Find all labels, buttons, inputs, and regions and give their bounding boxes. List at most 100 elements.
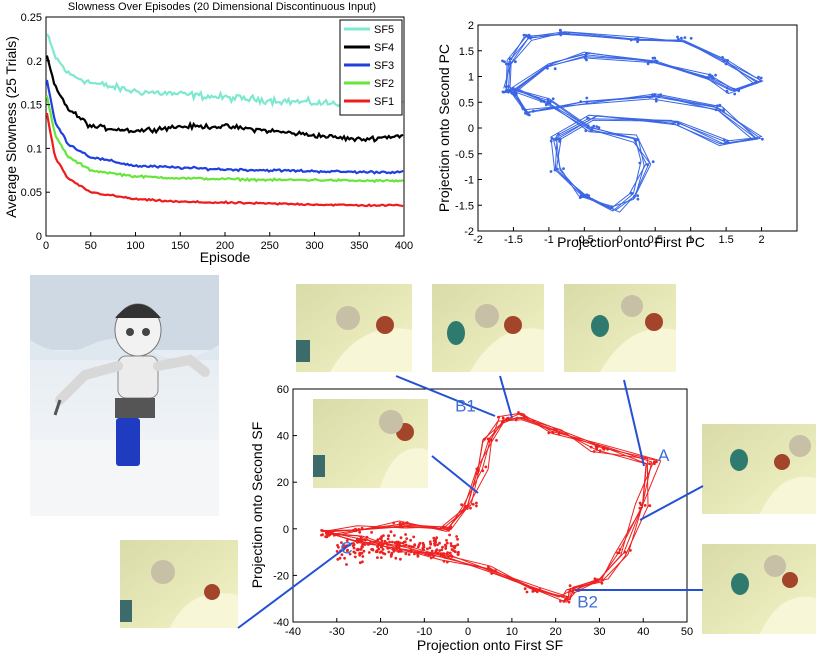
pc-point	[567, 32, 571, 35]
sf-point	[447, 555, 450, 558]
pc-point	[558, 28, 562, 32]
sf-point	[413, 543, 417, 546]
sf-point	[426, 547, 429, 551]
pc-point	[507, 85, 510, 88]
sf-point	[399, 536, 403, 540]
pc-point	[585, 96, 589, 100]
sf-point	[438, 541, 441, 545]
sf-point	[337, 545, 340, 549]
x-tick-label: 100	[126, 240, 144, 252]
sf-point	[443, 556, 447, 559]
connector	[639, 485, 704, 521]
sf-point	[436, 543, 439, 547]
thumbnail-connectors	[237, 375, 704, 629]
sf-point	[362, 549, 366, 553]
pc-point	[651, 160, 655, 164]
sf-point	[343, 556, 346, 560]
cup	[731, 573, 749, 595]
y-tick-label: 0	[468, 123, 474, 135]
pc-point	[759, 76, 763, 80]
sf-point	[519, 412, 523, 416]
sf-point	[441, 545, 444, 549]
sf-point	[388, 540, 391, 544]
sf-point	[445, 539, 448, 542]
bottle	[782, 572, 798, 588]
pc-point	[726, 59, 729, 62]
sf-point	[370, 548, 373, 551]
sf-point	[452, 545, 455, 548]
sf-point	[345, 539, 349, 542]
pc-point	[595, 125, 599, 128]
pc-point	[584, 56, 587, 60]
robot-eye-left	[126, 328, 134, 336]
sf-point	[404, 533, 407, 536]
robot-left-arm	[55, 361, 123, 405]
sf-point	[629, 549, 632, 552]
sf-point	[416, 554, 420, 558]
pc-point	[504, 85, 508, 89]
pc-point	[636, 138, 640, 142]
sf-point	[328, 533, 332, 536]
pc-point	[585, 52, 588, 56]
sf-point	[593, 577, 597, 581]
x-tick-label: 50	[85, 240, 97, 252]
pc-point	[589, 129, 593, 133]
pc-point	[564, 31, 567, 35]
sf-point	[439, 554, 443, 558]
sf-point	[501, 419, 505, 423]
pc-point	[513, 91, 516, 94]
sf-point	[386, 543, 389, 547]
sf-point	[566, 596, 569, 599]
pc-point	[722, 110, 725, 113]
x-tick-label: 150	[171, 240, 189, 252]
sf-point	[430, 549, 434, 553]
sf-point	[471, 502, 475, 506]
pc-point	[673, 121, 677, 124]
pc-point	[553, 67, 557, 71]
sf-point	[398, 544, 401, 547]
sf-point	[353, 555, 357, 559]
sf-point	[357, 528, 361, 531]
sf-point	[559, 599, 562, 603]
slowness-y-label: Average Slowness (25 Trials)	[3, 36, 19, 218]
x-tick-label: -0.5	[575, 234, 594, 246]
sf-point	[447, 528, 450, 532]
pc-point	[650, 60, 654, 64]
robot-hand	[475, 304, 499, 328]
pc-point	[676, 35, 679, 39]
x-tick-label: -1	[544, 234, 554, 246]
pc-point	[723, 138, 726, 142]
x-tick-label: 400	[395, 240, 413, 252]
sf-point	[407, 553, 411, 556]
x-tick-label: -40	[285, 626, 301, 638]
sf-point	[380, 545, 384, 549]
pc-point	[651, 95, 654, 98]
sf-point	[363, 538, 367, 542]
pc-point	[586, 116, 589, 120]
sf-point	[469, 506, 472, 510]
sf-point	[432, 554, 435, 558]
sf-point	[403, 544, 406, 548]
y-tick-label: 0.25	[21, 12, 42, 24]
pc-point	[659, 93, 663, 97]
sf-point	[363, 543, 367, 546]
sf-point	[440, 548, 444, 552]
sf-point	[358, 552, 361, 555]
pc-point	[526, 34, 530, 38]
pc-point	[585, 100, 589, 104]
pc-point	[531, 109, 535, 113]
slowness-chart: Slowness Over Episodes (20 Dimensional D…	[3, 1, 413, 265]
sf-point	[475, 467, 479, 471]
sf-point	[523, 587, 527, 591]
pc-x-label: Projection onto First PC	[557, 234, 705, 250]
pc-point	[551, 137, 554, 140]
sf-point	[345, 549, 349, 553]
sf-point	[340, 541, 343, 544]
pc-point	[721, 56, 724, 59]
sf-point	[572, 587, 576, 591]
sf-point	[497, 415, 500, 419]
sf-point	[444, 547, 448, 550]
y-tick-label: -1.5	[455, 200, 474, 212]
sf-point	[324, 535, 327, 539]
connector	[623, 379, 645, 467]
